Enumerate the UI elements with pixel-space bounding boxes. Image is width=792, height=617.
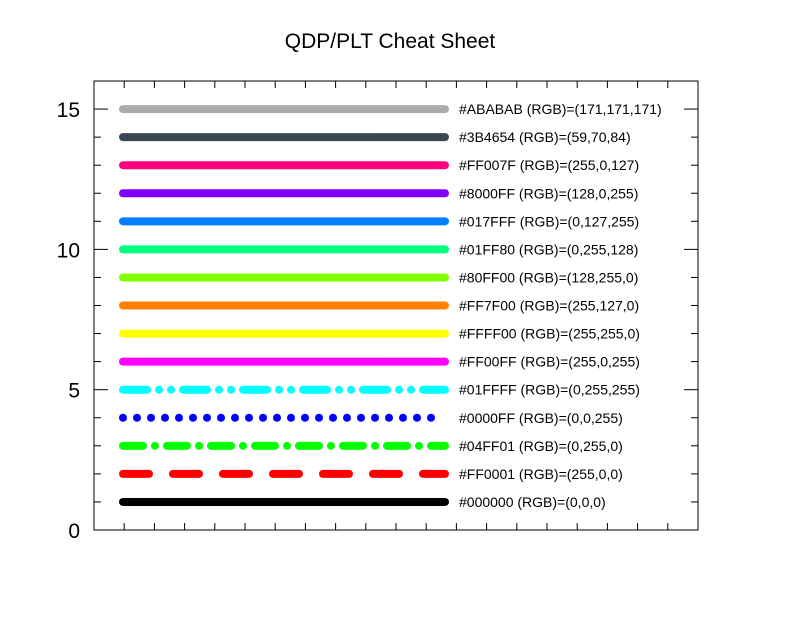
series-label: #FF00FF (RGB)=(255,0,255) bbox=[459, 354, 640, 370]
series-label: #8000FF (RGB)=(128,0,255) bbox=[459, 185, 638, 201]
series-labels: #ABABAB (RGB)=(171,171,171) #3B4654 (RGB)… bbox=[459, 101, 662, 510]
series-label: #3B4654 (RGB)=(59,70,84) bbox=[459, 129, 631, 145]
series-label: #FF0001 (RGB)=(255,0,0) bbox=[459, 466, 623, 482]
series-label: #FF007F (RGB)=(255,0,127) bbox=[459, 157, 639, 173]
y-tick-label: 0 bbox=[68, 520, 80, 543]
series-label: #000000 (RGB)=(0,0,0) bbox=[459, 494, 606, 510]
series-label: #80FF00 (RGB)=(128,255,0) bbox=[459, 269, 638, 285]
series-label: #0000FF (RGB)=(0,0,255) bbox=[459, 410, 623, 426]
series-label: #017FFF (RGB)=(0,127,255) bbox=[459, 213, 639, 229]
series-lines bbox=[119, 105, 449, 506]
series-label: #ABABAB (RGB)=(171,171,171) bbox=[459, 101, 662, 117]
y-tick-label: 5 bbox=[68, 380, 80, 403]
y-ticks: 0 5 10 15 bbox=[57, 99, 698, 543]
series-label: #01FF80 (RGB)=(0,255,128) bbox=[459, 241, 638, 257]
chart-title: QDP/PLT Cheat Sheet bbox=[285, 30, 496, 53]
series-label: #FFFF00 (RGB)=(255,255,0) bbox=[459, 326, 640, 342]
series-label: #FF7F00 (RGB)=(255,127,0) bbox=[459, 298, 639, 314]
x-ticks bbox=[123, 81, 669, 530]
y-tick-label: 10 bbox=[57, 239, 80, 262]
series-label: #01FFFF (RGB)=(0,255,255) bbox=[459, 382, 640, 398]
y-tick-label: 15 bbox=[57, 99, 80, 122]
series-label: #04FF01 (RGB)=(0,255,0) bbox=[459, 438, 623, 454]
